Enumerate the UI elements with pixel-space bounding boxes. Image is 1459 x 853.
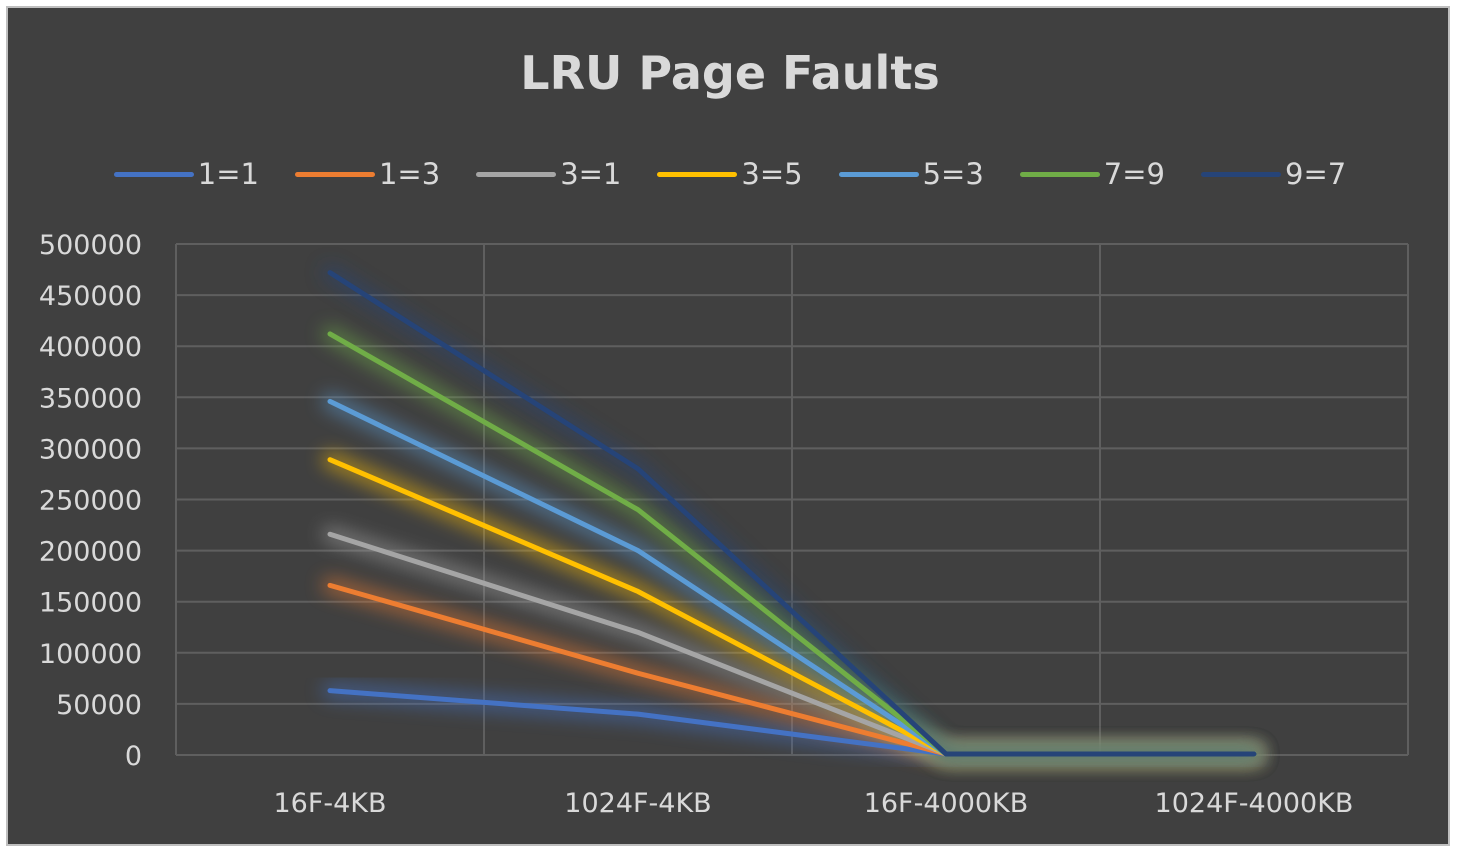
- y-tick-label: 0: [125, 741, 142, 772]
- chart-title: LRU Page Faults: [520, 46, 940, 100]
- legend-item: 3=1: [476, 157, 621, 191]
- legend-swatch: [1201, 171, 1281, 177]
- legend-label: 7=9: [1103, 157, 1165, 191]
- legend-swatch: [1019, 171, 1100, 177]
- x-tick-label: 1024F-4KB: [564, 788, 711, 819]
- legend-swatch: [838, 171, 919, 177]
- x-tick-label: 1024F-4000KB: [1155, 788, 1354, 819]
- legend-item: 3=5: [657, 157, 803, 191]
- series-lines: [327, 270, 1257, 757]
- y-tick-label: 300000: [39, 434, 142, 465]
- legend-label: 9=7: [1285, 157, 1347, 191]
- x-axis: 16F-4KB 1024F-4KB 16F-4000KB 1024F-4000KB: [273, 788, 1353, 819]
- legend-item: 5=3: [838, 157, 984, 191]
- legend-label: 5=3: [922, 157, 984, 191]
- y-tick-label: 350000: [39, 383, 142, 414]
- y-tick-label: 200000: [39, 537, 142, 568]
- legend-item: 1=1: [113, 157, 259, 191]
- legend-item: 7=9: [1019, 157, 1165, 191]
- legend-swatch: [657, 171, 738, 177]
- y-tick-label: 150000: [39, 588, 142, 619]
- grid: [175, 243, 1409, 756]
- legend-item: 1=3: [294, 157, 441, 191]
- chart-legend: 1=1 1=3 3=1 3=5 5=3 7=9 9=7: [8, 154, 1452, 194]
- legend-swatch: [113, 171, 194, 177]
- series-line: [327, 270, 1257, 757]
- y-tick-label: 400000: [39, 332, 142, 363]
- legend-swatch: [294, 171, 375, 177]
- y-axis: 0 50000 100000 150000 200000 250000 300000 3500…: [39, 230, 142, 772]
- legend-label: 1=1: [197, 157, 259, 191]
- legend-label: 3=5: [741, 157, 803, 191]
- y-tick-label: 100000: [39, 639, 142, 670]
- legend-item: 9=7: [1201, 157, 1346, 191]
- legend-swatch: [476, 171, 557, 177]
- y-tick-label: 450000: [39, 281, 142, 312]
- y-tick-label: 250000: [39, 486, 142, 517]
- legend-label: 1=3: [378, 157, 441, 191]
- y-tick-label: 50000: [56, 690, 142, 721]
- chart-frame: LRU Page Faults 1=1 1=3 3=1 3=5 5=3 7=9 9=7: [6, 6, 1450, 846]
- x-tick-label: 16F-4KB: [273, 788, 386, 819]
- y-tick-label: 500000: [39, 230, 142, 261]
- x-tick-label: 16F-4000KB: [864, 788, 1029, 819]
- legend-label: 3=1: [560, 157, 622, 191]
